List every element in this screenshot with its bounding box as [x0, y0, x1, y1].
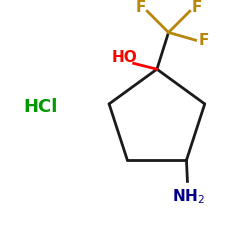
Text: F: F	[191, 0, 202, 15]
Text: HO: HO	[111, 50, 137, 65]
Text: F: F	[198, 33, 208, 48]
Text: HCl: HCl	[24, 98, 58, 116]
Text: NH$_2$: NH$_2$	[172, 188, 205, 206]
Text: F: F	[135, 0, 146, 15]
